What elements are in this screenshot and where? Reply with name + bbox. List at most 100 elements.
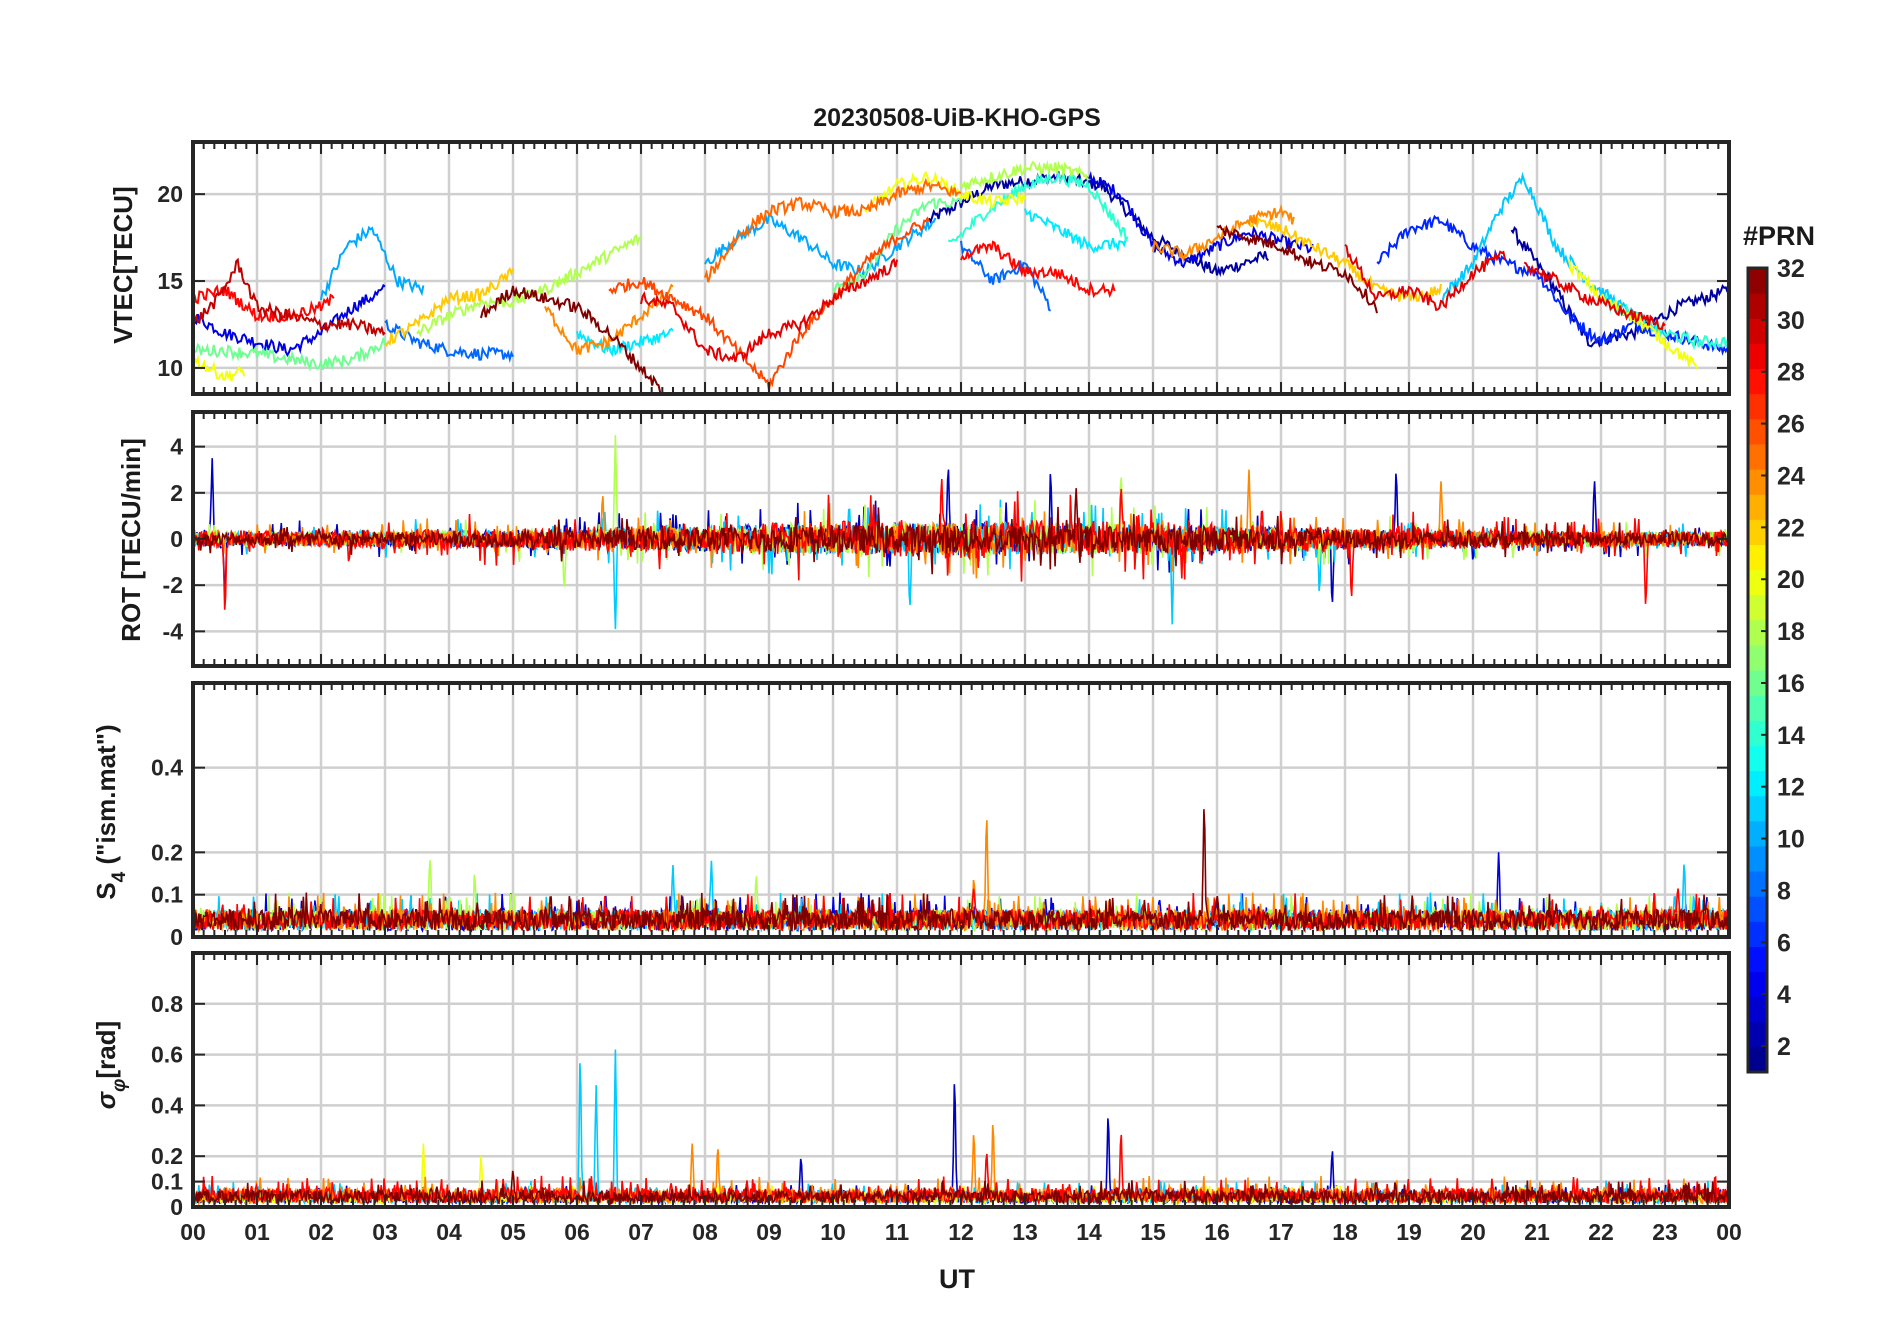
- x-tick-label: 00: [180, 1219, 206, 1245]
- colorbar-swatch: [1748, 871, 1767, 897]
- panel-sigma-phi: σφ[rad]: [91, 1021, 130, 1109]
- x-tick-label: 00: [1716, 1219, 1742, 1245]
- colorbar-swatch: [1748, 443, 1767, 470]
- y-tick-label-rot: 4: [170, 434, 183, 460]
- colorbar-tick-label: 4: [1777, 981, 1791, 1009]
- vtec-line-prn-29: [1523, 261, 1666, 331]
- x-tick-label: 17: [1268, 1219, 1294, 1245]
- axes-rot: -4 -2 0 2 4: [163, 410, 1731, 668]
- x-tick-label: 13: [1012, 1219, 1038, 1245]
- y-tick-label-sigma_phi: 0.8: [151, 991, 183, 1017]
- y-axis-label-rot: ROT [TECU/min]: [116, 438, 146, 642]
- colorbar-tick-label: 30: [1777, 307, 1805, 335]
- vtec-line-prn-18: [960, 160, 1090, 193]
- colorbar-swatch: [1748, 921, 1767, 947]
- vtec-line-prn-28: [193, 284, 335, 324]
- colorbar-title: #PRN: [1743, 221, 1815, 251]
- vtec-line-prn-22: [1248, 217, 1442, 303]
- colorbar-tick-label: 2: [1777, 1033, 1791, 1061]
- colorbar-swatch: [1748, 770, 1767, 797]
- colorbar-swatch: [1748, 393, 1767, 420]
- s4-line-prn-32: [193, 809, 1729, 934]
- y-tick-label-rot: -4: [163, 618, 184, 644]
- colorbar-tick-label: 18: [1777, 618, 1805, 646]
- colorbar-swatch: [1748, 745, 1767, 772]
- colorbar-tick-label: 8: [1777, 877, 1791, 905]
- x-tick-label: 20: [1460, 1219, 1486, 1245]
- vtec-line-prn-28: [960, 240, 1116, 299]
- x-tick-label: 19: [1396, 1219, 1422, 1245]
- colorbar-tick-label: 22: [1777, 514, 1805, 542]
- vtec-line-prn-14: [947, 170, 1129, 243]
- y-tick-label-sigma_phi: 0: [170, 1194, 183, 1220]
- x-tick-label: 07: [628, 1219, 654, 1245]
- vtec-line-prn-16: [193, 337, 386, 372]
- y-tick-label-s4: 0.4: [151, 755, 183, 781]
- colorbar-swatch: [1748, 343, 1767, 370]
- x-tick-label: 21: [1524, 1219, 1550, 1245]
- y-tick-label-sigma_phi: 0.6: [151, 1042, 183, 1068]
- vtec-line-prn-18: [416, 233, 642, 338]
- y-tick-label-vtec: 20: [157, 181, 183, 207]
- axes-sigma_phi: 00.10.2 0.4 0.6 0.8: [151, 951, 1731, 1220]
- y-axis-label-sigma-phi: σφ[rad]: [91, 1021, 130, 1109]
- colorbar-tick-label: 26: [1777, 411, 1805, 439]
- colorbar-swatch: [1748, 594, 1767, 621]
- colorbar-swatch: [1748, 418, 1767, 445]
- y-tick-label-sigma_phi: 0.2: [151, 1143, 183, 1169]
- colorbar-swatch: [1748, 619, 1767, 646]
- colorbar-tick-label: 10: [1777, 826, 1805, 854]
- y-tick-label-s4: 0.1: [151, 882, 183, 908]
- sigma_phi-line-prn-32: [193, 1170, 1729, 1207]
- x-tick-label: 18: [1332, 1219, 1358, 1245]
- y-tick-label-sigma_phi: 0.4: [151, 1092, 183, 1118]
- y-tick-label-rot: 0: [170, 526, 183, 552]
- vtec-line-prn-29: [640, 257, 898, 363]
- colorbar-swatch: [1748, 494, 1767, 520]
- vtec-line-prn-22: [384, 266, 514, 347]
- vtec-line-prn-30: [193, 257, 386, 338]
- y-axis-label-s4: S4 ("ism.mat"): [91, 724, 130, 899]
- colorbar-swatch: [1748, 1046, 1767, 1073]
- y-tick-label-rot: -2: [163, 572, 183, 598]
- x-tick-label: 12: [948, 1219, 974, 1245]
- colorbar-swatch: [1748, 293, 1767, 319]
- colorbar-tick-label: 12: [1777, 774, 1805, 802]
- colorbar: #PRN: [1743, 221, 1815, 251]
- vtec-line-prn-6: [1376, 214, 1729, 356]
- x-tick-label: 05: [500, 1219, 526, 1245]
- series-group-vtec: [193, 160, 1729, 393]
- colorbar-swatch: [1748, 368, 1767, 395]
- vtec-line-prn-20: [864, 170, 1026, 214]
- y-tick-label-vtec: 10: [157, 355, 183, 381]
- colorbar-swatch: [1748, 720, 1767, 746]
- colorbar-tick-label: 20: [1777, 566, 1805, 594]
- y-tick-label-s4: 0: [170, 924, 183, 950]
- colorbar-tick-label: 16: [1777, 670, 1805, 698]
- y-tick-label-s4: 0.2: [151, 839, 183, 865]
- vtec-line-prn-8: [960, 240, 1052, 312]
- x-tick-label: 03: [372, 1219, 398, 1245]
- vtec-line-prn-12: [1024, 208, 1128, 254]
- x-tick-label: 02: [308, 1219, 334, 1245]
- colorbar-swatch: [1748, 1021, 1767, 1048]
- panel-rot: ROT [TECU/min]: [116, 438, 146, 642]
- panel-vtec: VTEC[TECU]: [108, 186, 138, 343]
- y-tick-label-sigma_phi: 0.1: [151, 1169, 183, 1195]
- panel-s4: S4 ("ism.mat"): [91, 724, 130, 899]
- colorbar-tick-label: 6: [1777, 929, 1791, 957]
- colorbar-swatch: [1748, 845, 1767, 872]
- vtec-line-prn-29: [1344, 243, 1506, 312]
- x-tick-label: 09: [756, 1219, 782, 1245]
- x-tick-label: 11: [885, 1219, 910, 1245]
- x-tick-label: 16: [1204, 1219, 1230, 1245]
- x-tick-label: 15: [1140, 1219, 1166, 1245]
- axes-vtec: 10 15 20: [157, 140, 1731, 396]
- colorbar-swatch: [1748, 996, 1767, 1023]
- colorbar-tick-label: 32: [1777, 255, 1805, 283]
- colorbar-swatch: [1748, 820, 1767, 847]
- x-tick-label: 14: [1076, 1219, 1102, 1245]
- y-axis-label-vtec: VTEC[TECU]: [108, 186, 138, 343]
- vtec-line-prn-25: [704, 177, 962, 283]
